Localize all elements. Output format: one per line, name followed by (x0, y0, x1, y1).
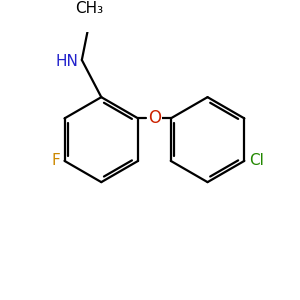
Text: HN: HN (56, 54, 78, 69)
Text: CH₃: CH₃ (75, 1, 103, 16)
Text: F: F (51, 153, 60, 168)
Text: Cl: Cl (249, 153, 264, 168)
Text: O: O (148, 110, 161, 128)
